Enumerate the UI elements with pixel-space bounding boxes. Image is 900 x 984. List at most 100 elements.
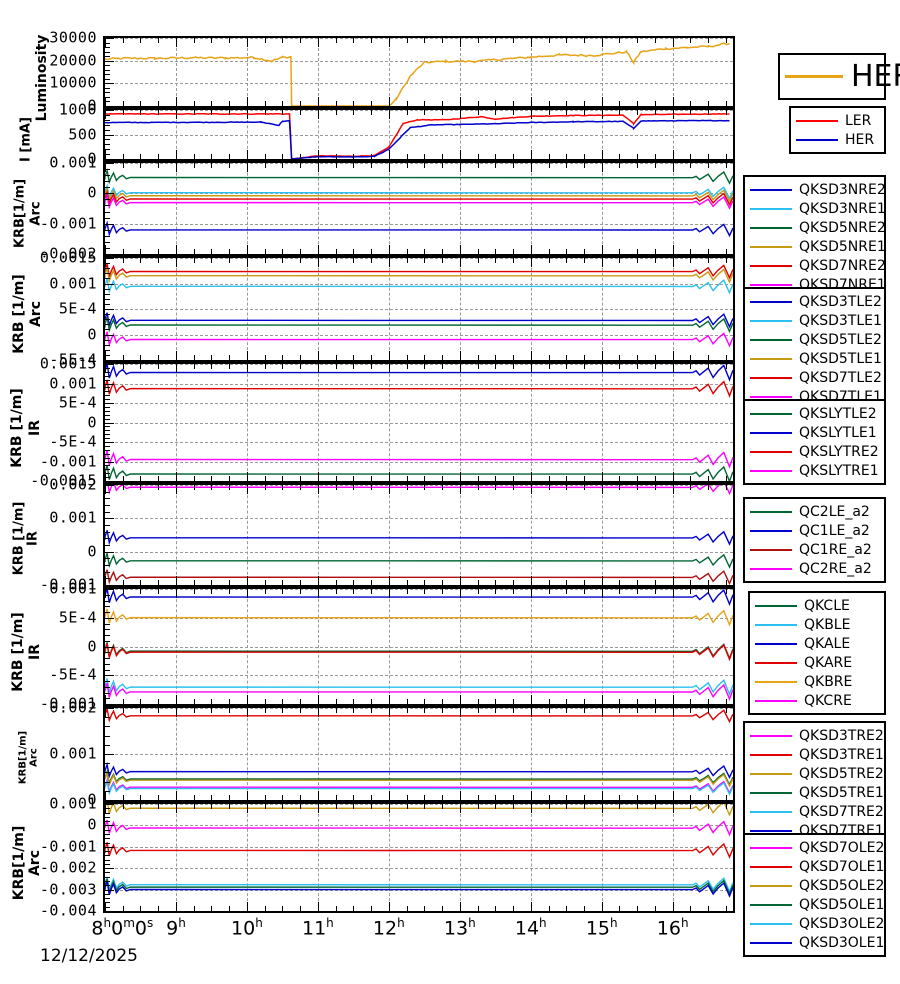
- gridline-horizontal: [105, 675, 733, 677]
- panel-current[interactable]: [103, 108, 735, 161]
- panel-krb-arc-2[interactable]: [103, 256, 735, 362]
- legend-entry[interactable]: QKSD3TRE2: [750, 726, 884, 745]
- x-tick-minor: [193, 485, 195, 490]
- legend-entry[interactable]: QKSD3TLE2: [750, 292, 882, 311]
- x-tick-minor: [158, 476, 160, 481]
- legend-entry[interactable]: QKSD7TLE2: [750, 368, 882, 387]
- legend-qksd-nre[interactable]: QKSD3NRE2 QKSD3NRE1 QKSD5NRE2 QKSD5NRE1 QKSD…: [743, 175, 886, 299]
- legend-qkc[interactable]: QKCLE QKBLE QKALE QKARE QKBRE QKCRE: [748, 591, 886, 715]
- x-tick-minor: [353, 708, 355, 713]
- x-tick-minor: [566, 476, 568, 481]
- y-tick-minor: [105, 635, 110, 636]
- legend-qksd-tre[interactable]: QKSD3TRE2 QKSD3TRE1 QKSD5TRE2 QKSD5TRE1 QKSD…: [743, 721, 886, 845]
- legend-entry[interactable]: QKSD5TLE2: [750, 330, 882, 349]
- legend-entry[interactable]: QC1LE_a2: [750, 521, 878, 540]
- legend-entry[interactable]: QKSD5OLE2: [750, 876, 884, 895]
- legend-entry[interactable]: QKCRE: [755, 691, 878, 710]
- x-tick-minor: [122, 485, 124, 490]
- x-tick-minor: [122, 163, 124, 168]
- legend-entry[interactable]: QKSD5OLE1: [750, 895, 884, 914]
- legend-entry[interactable]: QC2RE_a2: [750, 559, 878, 578]
- x-tick-minor: [725, 906, 727, 911]
- legend-entry[interactable]: QKSD5TRE1: [750, 783, 884, 802]
- y-tick-minor: [105, 293, 110, 295]
- legend-entry[interactable]: HER: [785, 58, 900, 95]
- legend-entry[interactable]: QKARE: [755, 653, 878, 672]
- legend-qksd-ole[interactable]: QKSD7OLE2 QKSD7OLE1 QKSD5OLE2 QKSD5OLE1 QKSD…: [743, 833, 886, 957]
- legend-entry[interactable]: HER: [796, 130, 878, 149]
- y-tick-minor: [105, 829, 110, 831]
- legend-entry[interactable]: QKSLYTLE1: [750, 423, 878, 442]
- y-tick-major: [105, 422, 114, 424]
- axis-title-krb-ir-3-unit: KRB [1/m]: [10, 612, 26, 692]
- y-tick-minor: [105, 652, 110, 654]
- legend-entry[interactable]: QC1RE_a2: [750, 540, 878, 559]
- legend-entry[interactable]: QKSD5TLE1: [750, 349, 882, 368]
- legend-entry[interactable]: QKBRE: [755, 672, 878, 691]
- legend-entry[interactable]: QC2LE_a2: [750, 502, 878, 521]
- panel-krb-arc-3[interactable]: [103, 706, 735, 802]
- y-tick-label: 0.0015: [39, 354, 97, 373]
- axis-title-krb-ir-3-region: IR: [27, 644, 43, 660]
- legend-qksd-tle[interactable]: QKSD3TLE2 QKSD3TLE1 QKSD5TLE2 QKSD5TLE1 QKSD…: [743, 287, 886, 411]
- legend-entry[interactable]: QKSD7OLE1: [750, 857, 884, 876]
- x-tick-minor: [371, 708, 373, 713]
- x-tick-minor: [335, 101, 337, 106]
- panel-krb-ir-2[interactable]: [103, 483, 735, 587]
- gridline-vertical: [672, 804, 674, 911]
- legend-entry[interactable]: QKSLYTRE1: [750, 461, 879, 480]
- x-tick-major: [672, 351, 674, 360]
- y-tick-minor: [105, 410, 110, 412]
- legend-entry[interactable]: QKSD3TRE1: [750, 745, 884, 764]
- panel-krb-arc-4[interactable]: [103, 802, 735, 913]
- legend-entry[interactable]: QKCLE: [755, 596, 878, 615]
- x-tick-minor: [725, 163, 727, 168]
- panel-krb-ir-1[interactable]: [103, 362, 735, 483]
- x-tick-minor: [424, 795, 426, 800]
- y-tick-label: 0: [87, 790, 97, 809]
- legend-entry[interactable]: QKSD5NRE1: [750, 237, 886, 256]
- legend-entry[interactable]: QKBLE: [755, 615, 878, 634]
- y-tick-minor: [105, 859, 110, 861]
- panel-luminosity[interactable]: [103, 36, 735, 108]
- legend-entry[interactable]: QKSLYTRE2: [750, 442, 879, 461]
- x-tick-minor: [442, 476, 444, 481]
- legend-color-swatch: [785, 75, 843, 78]
- legend-qc-a2[interactable]: QC2LE_a2 QC1LE_a2 QC1RE_a2 QC2RE_a2: [743, 497, 886, 583]
- y-tick-minor: [105, 851, 110, 853]
- y-tick-minor: [105, 781, 110, 783]
- legend-color-swatch: [750, 865, 792, 868]
- legend-entry[interactable]: QKSD7OLE2: [750, 838, 884, 857]
- x-tick-minor: [282, 163, 284, 168]
- x-tick-major: [105, 485, 106, 494]
- gridline-vertical: [175, 163, 177, 254]
- legend-entry[interactable]: QKSLYTLE2: [750, 404, 878, 423]
- panel-krb-arc-1[interactable]: [103, 161, 735, 256]
- legend-entry[interactable]: QKSD5NRE2: [750, 218, 886, 237]
- legend-entry[interactable]: QKSD3NRE1: [750, 199, 886, 218]
- panel-krb-ir-3[interactable]: [103, 587, 735, 706]
- x-tick-minor: [140, 355, 142, 360]
- x-tick-major: [246, 163, 248, 172]
- x-tick-minor: [353, 580, 355, 585]
- legend-her-luminosity[interactable]: HER: [778, 53, 900, 100]
- legend-entry[interactable]: QKSD5TRE2: [750, 764, 884, 783]
- legend-current[interactable]: LER HER: [789, 106, 886, 154]
- legend-entry[interactable]: QKSD7TRE2: [750, 802, 884, 821]
- x-tick-major: [530, 351, 532, 360]
- legend-entry[interactable]: QKSD3OLE2: [750, 914, 884, 933]
- legend-entry[interactable]: QKSD3NRE2: [750, 180, 886, 199]
- legend-entry[interactable]: QKSD3TLE1: [750, 311, 882, 330]
- legend-entry[interactable]: LER: [796, 111, 878, 130]
- x-tick-minor: [583, 589, 585, 594]
- legend-color-swatch: [750, 846, 792, 849]
- x-tick-minor: [566, 580, 568, 585]
- x-tick-minor: [424, 364, 426, 369]
- legend-label: QKBLE: [804, 616, 851, 633]
- legend-entry[interactable]: QKSD3OLE1: [750, 933, 884, 952]
- x-tick-minor: [442, 249, 444, 254]
- legend-entry[interactable]: QKSD7NRE2: [750, 256, 886, 275]
- legend-qkslyt[interactable]: QKSLYTLE2 QKSLYTLE1 QKSLYTRE2 QKSLYTRE1: [743, 399, 886, 485]
- y-tick-label: 10000: [49, 73, 97, 92]
- legend-entry[interactable]: QKALE: [755, 634, 878, 653]
